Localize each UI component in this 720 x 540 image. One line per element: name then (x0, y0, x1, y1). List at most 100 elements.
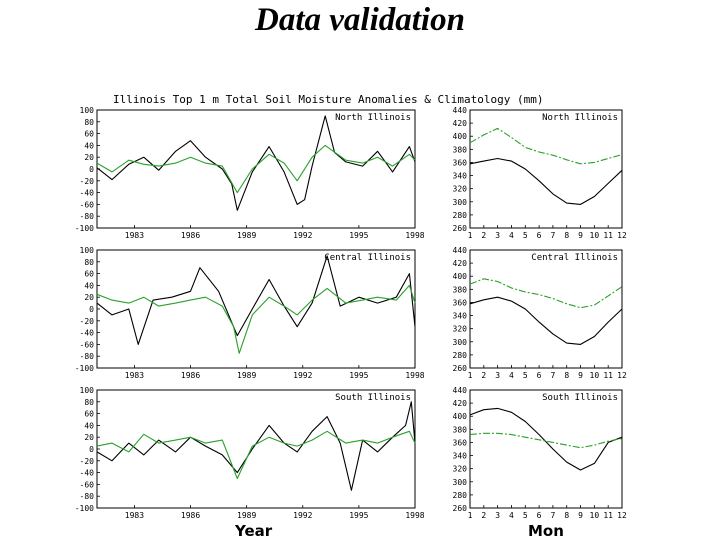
x-tick-label: 1998 (405, 511, 424, 520)
x-tick-label: 12 (617, 371, 627, 380)
y-tick-label: 60 (84, 270, 94, 279)
x-tick-label: 12 (617, 231, 627, 240)
x-tick-label: 1 (468, 511, 473, 520)
panel-frame (469, 389, 623, 509)
y-tick-label: -80 (80, 492, 95, 501)
x-tick-label: 4 (509, 231, 514, 240)
y-tick-label: 300 (453, 338, 468, 347)
y-tick-label: -40 (80, 469, 95, 478)
x-tick-label: 1992 (293, 371, 312, 380)
y-tick-label: 320 (453, 325, 468, 334)
panel-label: South Illinois (335, 393, 411, 403)
y-tick-label: 40 (84, 421, 94, 430)
y-tick-label: -100 (75, 504, 94, 513)
y-tick-label: 0 (89, 305, 94, 314)
panel-frame (469, 249, 623, 369)
y-tick-label: 80 (84, 118, 94, 127)
x-tick-label: 1 (468, 231, 473, 240)
x-tick-label: 1983 (125, 511, 144, 520)
y-tick-label: 40 (84, 281, 94, 290)
x-tick-label: 11 (603, 231, 613, 240)
y-tick-label: -20 (80, 317, 95, 326)
x-axis-label-year: Year (234, 522, 273, 540)
panel-frame (469, 109, 623, 229)
y-tick-label: 100 (80, 246, 95, 255)
x-tick-label: 12 (617, 511, 627, 520)
y-tick-label: -40 (80, 189, 95, 198)
panel-1: 100 80 60 40 20 0 -20 -40 -60 -80 -100 1983 1986 1989… (75, 106, 425, 240)
y-tick-label: 440 (453, 386, 468, 395)
panel-5: 100 80 60 40 20 0 -20 -40 -60 -80 -100 1983 1986 1989… (75, 386, 425, 520)
series-model-line (96, 430, 416, 480)
x-tick-label: 3 (495, 231, 500, 240)
y-tick-label: 280 (453, 211, 468, 220)
y-tick-label: 320 (453, 185, 468, 194)
series-observed-line (469, 407, 623, 471)
x-tick-label: 9 (578, 231, 583, 240)
x-axis-label-month: Mon (528, 522, 564, 540)
y-tick-label: -20 (80, 457, 95, 466)
panel-label: South Illinois (542, 393, 618, 403)
x-tick-label: 1989 (237, 231, 256, 240)
y-tick-label: 0 (89, 165, 94, 174)
x-tick-label: 1986 (181, 371, 200, 380)
series-observed-line (469, 157, 623, 205)
x-tick-label: 1986 (181, 511, 200, 520)
y-tick-label: 380 (453, 425, 468, 434)
series-model-line (469, 127, 623, 165)
series-observed-line (96, 115, 416, 211)
y-tick-label: 80 (84, 398, 94, 407)
x-tick-label: 1998 (405, 231, 424, 240)
x-tick-label: 4 (509, 371, 514, 380)
y-tick-label: 300 (453, 478, 468, 487)
y-tick-label: 60 (84, 130, 94, 139)
panel-3: 100 80 60 40 20 0 -20 -40 -60 -80 -100 1983 1986 1989… (75, 246, 425, 380)
y-tick-label: 0 (89, 445, 94, 454)
x-tick-label: 2 (481, 511, 486, 520)
x-tick-label: 9 (578, 371, 583, 380)
y-tick-label: 440 (453, 246, 468, 255)
x-tick-label: 8 (564, 371, 569, 380)
y-tick-label: 380 (453, 145, 468, 154)
y-tick-label: 360 (453, 158, 468, 167)
y-tick-label: 420 (453, 399, 468, 408)
y-tick-label: 340 (453, 312, 468, 321)
y-tick-label: 260 (453, 504, 468, 513)
y-tick-label: 100 (80, 106, 95, 115)
y-tick-label: 40 (84, 141, 94, 150)
y-tick-label: 380 (453, 285, 468, 294)
x-tick-label: 9 (578, 511, 583, 520)
y-tick-label: -80 (80, 212, 95, 221)
x-tick-label: 11 (603, 511, 613, 520)
x-tick-label: 1992 (293, 231, 312, 240)
x-tick-label: 5 (523, 511, 528, 520)
series-model-line (469, 432, 623, 449)
x-tick-label: 1995 (349, 231, 368, 240)
x-tick-label: 8 (564, 511, 569, 520)
y-tick-label: 20 (84, 433, 94, 442)
y-tick-label: -80 (80, 352, 95, 361)
x-tick-label: 10 (590, 511, 600, 520)
y-tick-label: 280 (453, 491, 468, 500)
x-tick-label: 7 (550, 231, 555, 240)
panel-label: Central Illinois (531, 253, 618, 263)
y-tick-label: 260 (453, 364, 468, 373)
x-tick-label: 1 (468, 371, 473, 380)
slide-title: Data validation (255, 2, 465, 38)
x-tick-label: 1989 (237, 511, 256, 520)
x-tick-label: 1983 (125, 231, 144, 240)
series-model-line (96, 144, 416, 194)
y-tick-label: 400 (453, 132, 468, 141)
x-tick-label: 11 (603, 371, 613, 380)
y-tick-label: -100 (75, 364, 94, 373)
panel-frame (96, 109, 416, 229)
x-tick-label: 10 (590, 231, 600, 240)
y-tick-label: -100 (75, 224, 94, 233)
y-tick-label: 20 (84, 153, 94, 162)
x-tick-label: 1995 (349, 511, 368, 520)
x-tick-label: 3 (495, 511, 500, 520)
